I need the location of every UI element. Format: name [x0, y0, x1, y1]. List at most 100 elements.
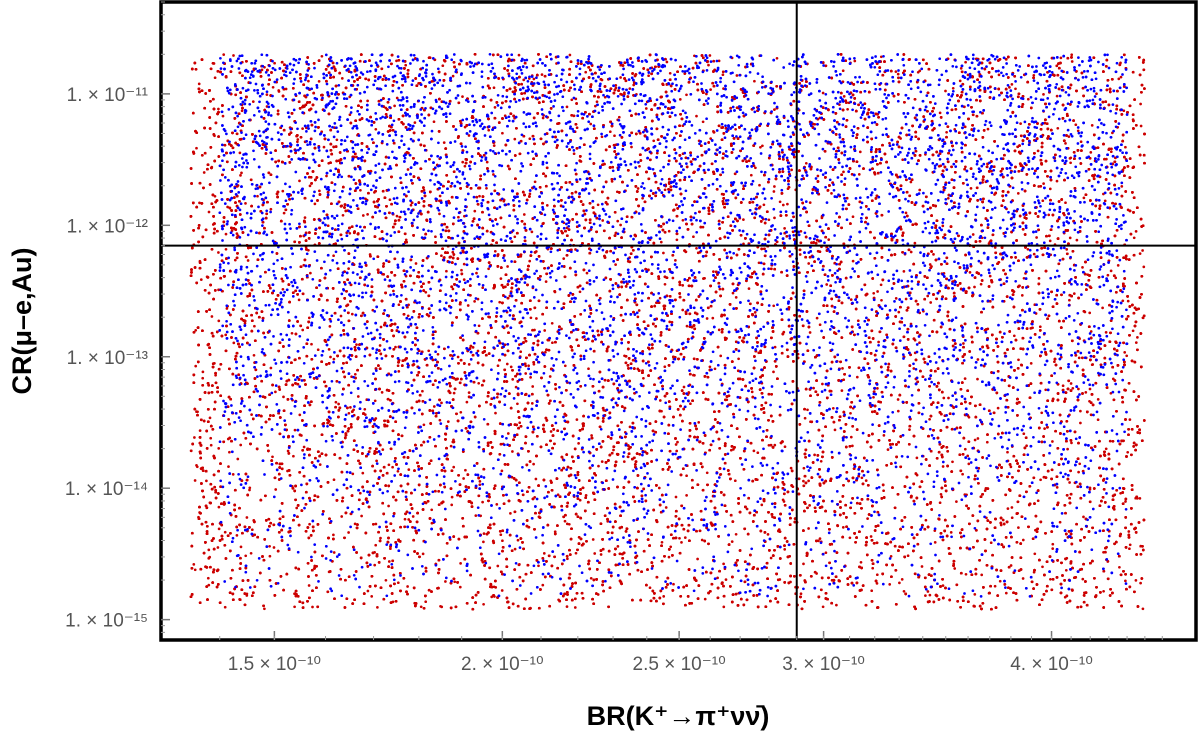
data-point [1012, 334, 1016, 338]
data-point [595, 100, 599, 104]
data-point [355, 155, 358, 159]
data-point [966, 73, 970, 77]
data-point [451, 250, 455, 254]
data-point [623, 92, 626, 96]
data-point [193, 568, 197, 572]
data-point [351, 472, 355, 476]
data-point [969, 187, 973, 190]
data-point [672, 582, 675, 586]
data-point [928, 263, 932, 266]
data-point [1088, 311, 1092, 315]
data-point [818, 323, 822, 327]
data-point [462, 477, 465, 480]
data-point [1078, 462, 1082, 466]
data-point [440, 401, 443, 405]
data-point [534, 477, 538, 481]
data-point [349, 406, 352, 409]
data-point [596, 203, 600, 207]
data-point [973, 593, 977, 596]
data-point [453, 580, 457, 584]
data-point [806, 408, 809, 412]
data-point [879, 283, 883, 287]
data-point [856, 319, 860, 323]
data-point [301, 127, 304, 130]
data-point [918, 69, 922, 73]
data-point [529, 376, 532, 379]
data-point [572, 152, 576, 156]
data-point [228, 450, 231, 454]
data-point [1124, 145, 1127, 149]
data-point [1076, 129, 1080, 133]
data-point [553, 530, 557, 534]
data-point [556, 493, 560, 497]
data-point [531, 385, 535, 388]
data-point [381, 448, 385, 451]
data-point [198, 201, 201, 205]
data-point [1048, 187, 1052, 191]
data-point [771, 515, 774, 519]
data-point [487, 128, 491, 132]
data-point [1126, 299, 1130, 303]
data-point [1068, 236, 1072, 240]
data-point [318, 189, 321, 193]
data-point [964, 572, 968, 576]
data-point [1067, 135, 1071, 138]
data-point [708, 54, 712, 57]
data-point [325, 174, 328, 178]
data-point [676, 440, 679, 444]
data-point [946, 196, 950, 200]
data-point [896, 409, 900, 413]
data-point [979, 282, 983, 286]
data-point [1010, 516, 1014, 520]
data-point [742, 218, 745, 221]
data-point [783, 227, 786, 230]
data-point [841, 69, 845, 73]
data-point [933, 541, 937, 544]
data-point [327, 348, 331, 351]
data-point [622, 460, 626, 463]
data-point [248, 292, 252, 295]
data-point [232, 341, 236, 345]
data-point [205, 479, 208, 483]
data-point [252, 353, 256, 357]
data-point [951, 460, 954, 464]
data-point [309, 271, 312, 275]
data-point [511, 450, 514, 453]
data-point [1141, 249, 1144, 252]
data-point [804, 161, 808, 165]
data-point [585, 271, 589, 275]
data-point [505, 362, 509, 366]
data-point [802, 562, 805, 566]
data-point [1121, 299, 1125, 303]
data-point [807, 479, 810, 483]
data-point [1042, 93, 1045, 96]
data-point [244, 202, 247, 205]
data-point [394, 345, 397, 349]
data-point [803, 416, 807, 420]
data-point [528, 192, 532, 196]
data-point [221, 114, 225, 118]
data-point [734, 127, 737, 131]
data-point [406, 168, 410, 171]
data-point [195, 464, 198, 467]
data-point [303, 216, 307, 219]
data-point [681, 284, 685, 287]
data-point [964, 60, 967, 64]
data-point [851, 444, 854, 448]
data-point [506, 432, 510, 435]
data-point [671, 276, 675, 280]
data-point [522, 78, 526, 82]
data-point [967, 462, 971, 466]
data-point [1056, 126, 1060, 130]
data-point [682, 355, 686, 359]
data-point [1074, 123, 1078, 127]
data-point [567, 522, 571, 526]
data-point [945, 130, 948, 134]
data-point [918, 188, 922, 192]
data-point [208, 416, 212, 420]
data-point [985, 440, 989, 444]
data-point [509, 512, 512, 515]
data-point [949, 531, 953, 534]
data-point [427, 349, 431, 353]
data-point [551, 341, 554, 345]
